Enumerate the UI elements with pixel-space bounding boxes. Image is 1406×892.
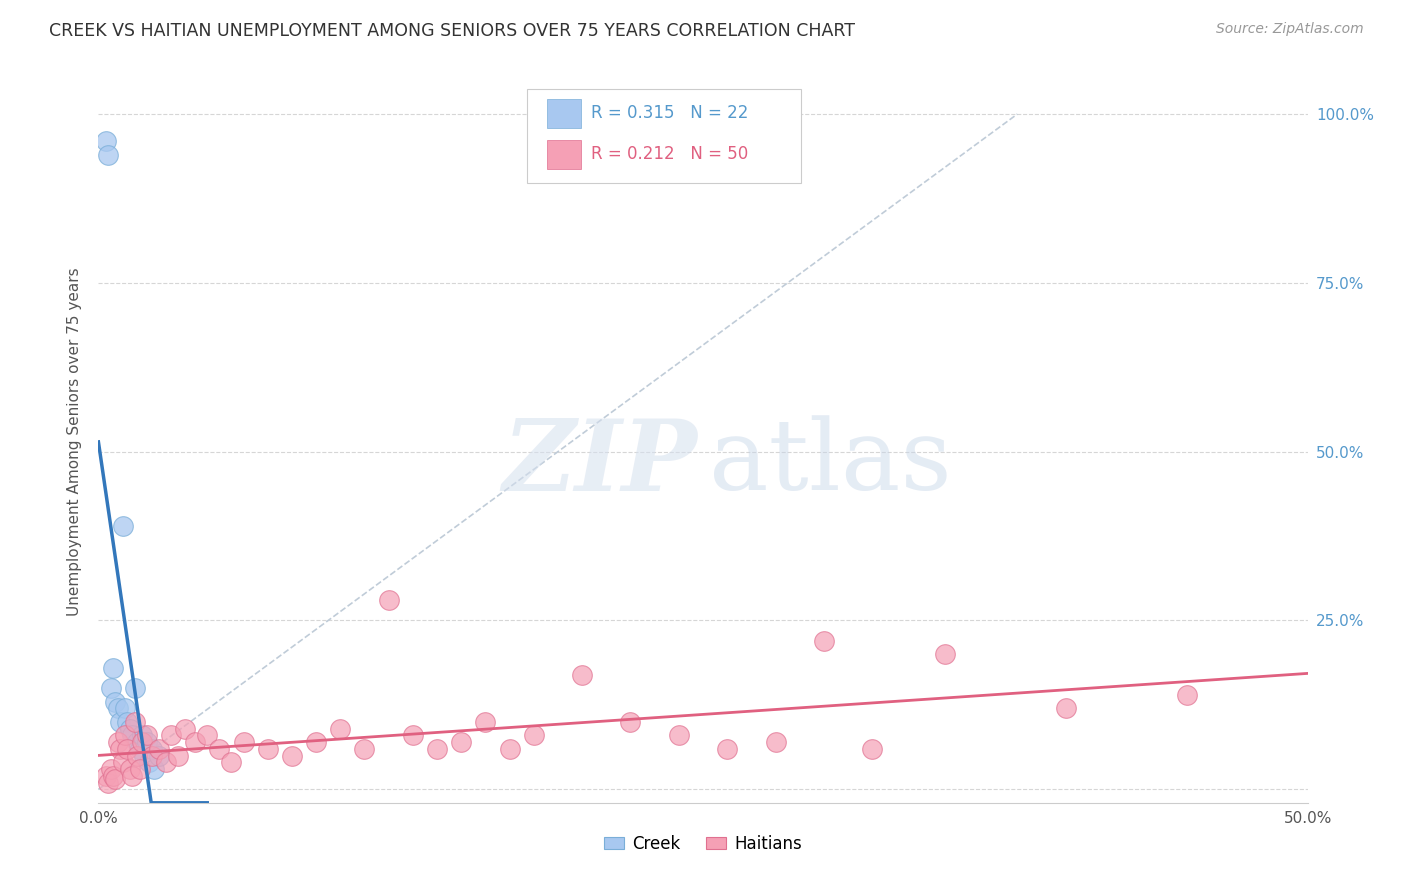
- Point: [124, 714, 146, 729]
- Point: [934, 647, 956, 661]
- Point: [523, 728, 546, 742]
- Point: [104, 694, 127, 708]
- Point: [121, 769, 143, 783]
- Point: [131, 735, 153, 749]
- Point: [155, 756, 177, 770]
- Point: [107, 735, 129, 749]
- Text: atlas: atlas: [709, 416, 952, 511]
- Text: Source: ZipAtlas.com: Source: ZipAtlas.com: [1216, 22, 1364, 37]
- Point: [184, 735, 207, 749]
- Point: [232, 735, 254, 749]
- Point: [111, 756, 134, 770]
- Point: [135, 735, 157, 749]
- Point: [571, 667, 593, 681]
- Point: [141, 748, 163, 763]
- Point: [100, 762, 122, 776]
- Point: [138, 756, 160, 770]
- Point: [474, 714, 496, 729]
- Point: [114, 728, 136, 742]
- Point: [135, 728, 157, 742]
- Point: [121, 728, 143, 742]
- Point: [117, 714, 139, 729]
- Point: [1175, 688, 1198, 702]
- Point: [100, 681, 122, 695]
- Point: [148, 741, 170, 756]
- Point: [256, 741, 278, 756]
- Legend: Creek, Haitians: Creek, Haitians: [598, 828, 808, 860]
- Point: [134, 748, 156, 763]
- Point: [101, 769, 124, 783]
- Point: [167, 748, 190, 763]
- Point: [860, 741, 883, 756]
- Text: R = 0.315   N = 22: R = 0.315 N = 22: [591, 104, 748, 122]
- Text: ZIP: ZIP: [502, 415, 697, 511]
- Point: [716, 741, 738, 756]
- Point: [450, 735, 472, 749]
- Point: [160, 728, 183, 742]
- Point: [498, 741, 520, 756]
- Point: [97, 147, 120, 161]
- Point: [94, 134, 117, 148]
- Text: CREEK VS HAITIAN UNEMPLOYMENT AMONG SENIORS OVER 75 YEARS CORRELATION CHART: CREEK VS HAITIAN UNEMPLOYMENT AMONG SENI…: [49, 22, 855, 40]
- Point: [813, 633, 835, 648]
- Point: [101, 661, 124, 675]
- Point: [127, 748, 149, 763]
- Point: [131, 728, 153, 742]
- Point: [111, 519, 134, 533]
- Point: [127, 735, 149, 749]
- Point: [141, 741, 163, 756]
- Point: [118, 722, 141, 736]
- Point: [668, 728, 690, 742]
- Point: [108, 714, 131, 729]
- Point: [128, 762, 150, 776]
- Point: [1054, 701, 1077, 715]
- Point: [124, 681, 146, 695]
- Point: [221, 756, 243, 770]
- Point: [281, 748, 304, 763]
- Y-axis label: Unemployment Among Seniors over 75 years: Unemployment Among Seniors over 75 years: [67, 268, 83, 615]
- Point: [104, 772, 127, 787]
- Point: [128, 741, 150, 756]
- Point: [377, 593, 399, 607]
- Point: [174, 722, 197, 736]
- Point: [305, 735, 328, 749]
- Point: [107, 701, 129, 715]
- Point: [108, 741, 131, 756]
- Point: [208, 741, 231, 756]
- Point: [765, 735, 787, 749]
- Point: [94, 769, 117, 783]
- Point: [402, 728, 425, 742]
- Point: [143, 762, 166, 776]
- Point: [117, 741, 139, 756]
- Point: [114, 701, 136, 715]
- Point: [353, 741, 375, 756]
- Point: [118, 762, 141, 776]
- Point: [329, 722, 352, 736]
- Point: [148, 748, 170, 763]
- Point: [195, 728, 218, 742]
- Text: R = 0.212   N = 50: R = 0.212 N = 50: [591, 145, 748, 163]
- Point: [97, 775, 120, 789]
- Point: [619, 714, 641, 729]
- Point: [426, 741, 449, 756]
